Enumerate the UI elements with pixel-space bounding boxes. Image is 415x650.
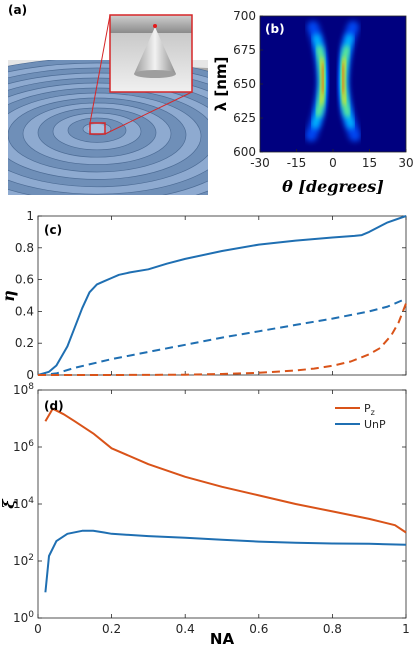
y-tick-label: 0.4 [15,304,34,318]
heatmap-y-axis-label: λ [nm] [212,57,230,112]
heatmap-x-tick-label: 15 [362,156,377,170]
heatmap-x-tick-label: 30 [398,156,413,170]
inset-cone [134,27,176,74]
x-tick-label: 1 [402,622,410,636]
legend-entry: UnP [364,418,386,431]
y-tick-label: 1 [26,209,34,223]
heatmap-y-tick-label: 600 [233,145,256,159]
x-tick-label: 0.6 [249,622,268,636]
panel-d-y-axis-label: ξ [0,498,18,509]
heatmap-x-tick-label: 0 [329,156,337,170]
series-line-2 [37,297,407,376]
y-tick-label: 106 [13,439,34,454]
heatmap-lobes [305,20,361,142]
series-line-1 [37,215,407,376]
heatmap-background [260,16,406,152]
heatmap-x-axis-label: θ [degrees] [282,177,384,196]
x-tick-label: 0 [34,622,42,636]
y-tick-label: 0.8 [15,241,34,255]
series-line-2 [44,529,407,593]
inset-frame [109,14,193,93]
zoom-inset [109,14,193,93]
heatmap-y-tick-label: 650 [233,77,256,91]
center-disc [88,124,106,134]
panel-c-frame [37,215,407,376]
panel-c-y-axis-label: η [0,290,18,302]
heatmap-x-tick-label: -15 [287,156,307,170]
heatmap-y-tick-label: 700 [233,9,256,23]
y-tick-label: 100 [13,610,34,625]
zoom-source-box [89,122,106,135]
panel-label-b: (b) [265,22,285,36]
legend-entry: Pz [364,402,375,417]
panel-label-d: (d) [44,399,64,413]
panel-a-illustration: (a) [8,3,208,195]
x-tick-label: 0.2 [102,622,121,636]
y-tick-label: 104 [13,496,34,511]
y-tick-label: 0 [26,368,34,382]
heatmap-y-tick-label: 625 [233,111,256,125]
panel-c-series [37,215,407,376]
panel-d-x-axis-label: NA [210,630,235,648]
x-tick-label: 0.4 [176,622,195,636]
zoom-line-left [89,14,111,124]
panel-d-enhancement: 0 0.2 0.4 0.6 0.8 1 100 102 104 106 108 (d) ξ NA P… [0,382,410,648]
y-tick-label: 108 [13,382,34,397]
panel-label-a: (a) [8,3,27,17]
panel-d-frame [37,389,407,619]
y-tick-label: 0.2 [15,336,34,350]
heatmap-lobe-left-layer [320,63,325,94]
inset-top-wall [110,15,192,33]
panel-d-series [44,407,407,593]
series-line-1 [44,407,407,534]
heatmap-y-tick-label: 675 [233,43,256,57]
x-tick-label: 0.8 [323,622,342,636]
panel-c-efficiency: 0 0.2 0.4 0.6 0.8 1 (c) η [0,209,407,382]
heatmap-axes: -30 -15 0 15 30 600 625 650 675 700 [233,9,414,170]
heatmap-lobe-right-layer [341,63,346,94]
y-tick-label: 0.6 [15,273,34,287]
panel-d-axes: 0 0.2 0.4 0.6 0.8 1 100 102 104 106 108 [13,382,410,636]
emitter-dot [153,24,157,28]
heatmap-x-tick-label: -30 [250,156,270,170]
panel-b-heatmap: -30 -15 0 15 30 600 625 650 675 700 (b) θ [degree… [212,9,414,196]
zoom-line-right [104,91,193,135]
inset-cone-base [134,70,176,78]
y-tick-label: 102 [13,553,34,568]
panel-label-c: (c) [44,223,62,237]
